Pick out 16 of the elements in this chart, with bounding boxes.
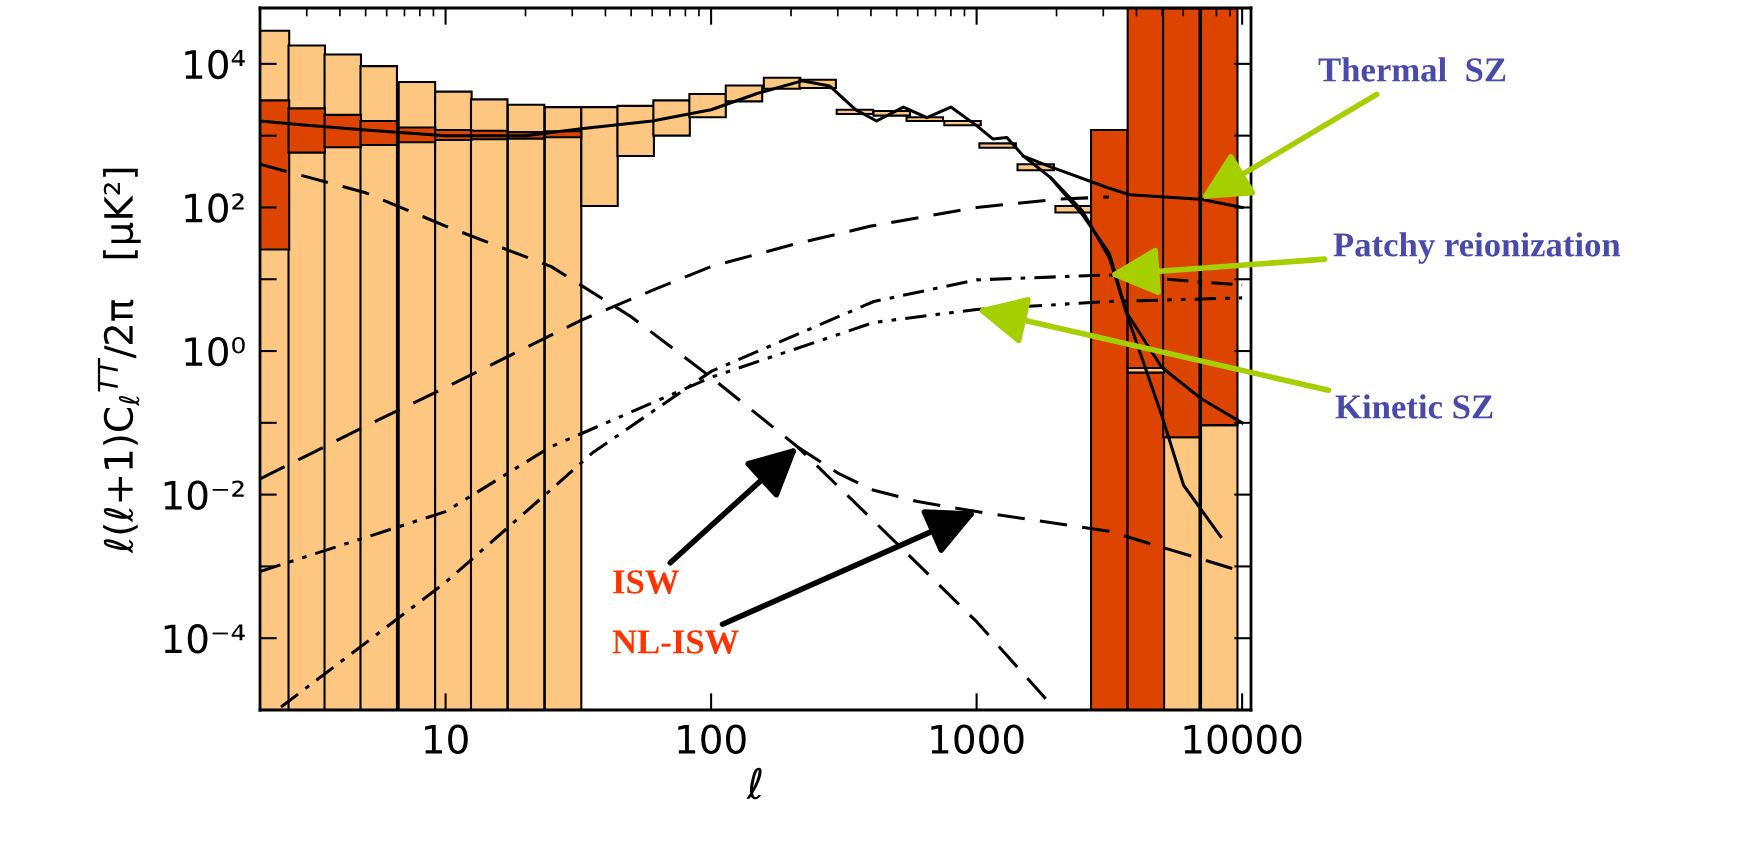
x-tick-label: 100: [678, 724, 746, 754]
y-tick-label: 10⁰: [185, 336, 245, 367]
y-tick-label: 10⁻²: [164, 480, 244, 510]
x-tick-label: 10: [425, 724, 468, 754]
y-axis-title: ℓ(ℓ+1)C$_{ℓ}$$^{TT}$/2π [μK²]: [97, 168, 141, 554]
x-axis-title: ℓ: [746, 767, 762, 800]
annotation: ISW: [613, 570, 679, 594]
annotation: Patchy reionization: [1333, 232, 1621, 264]
annotation: Thermal SZ: [1318, 57, 1506, 82]
x-tick-label: 1000: [931, 724, 1024, 754]
annotation: NL-ISW: [612, 630, 739, 654]
y-tick-label: 10⁴: [185, 49, 245, 80]
annotation: Kinetic SZ: [1335, 394, 1493, 419]
y-tick-label: 10⁻⁴: [164, 624, 245, 654]
y-tick-label: 10²: [185, 193, 244, 223]
x-tick-label: 10000: [1184, 724, 1302, 754]
